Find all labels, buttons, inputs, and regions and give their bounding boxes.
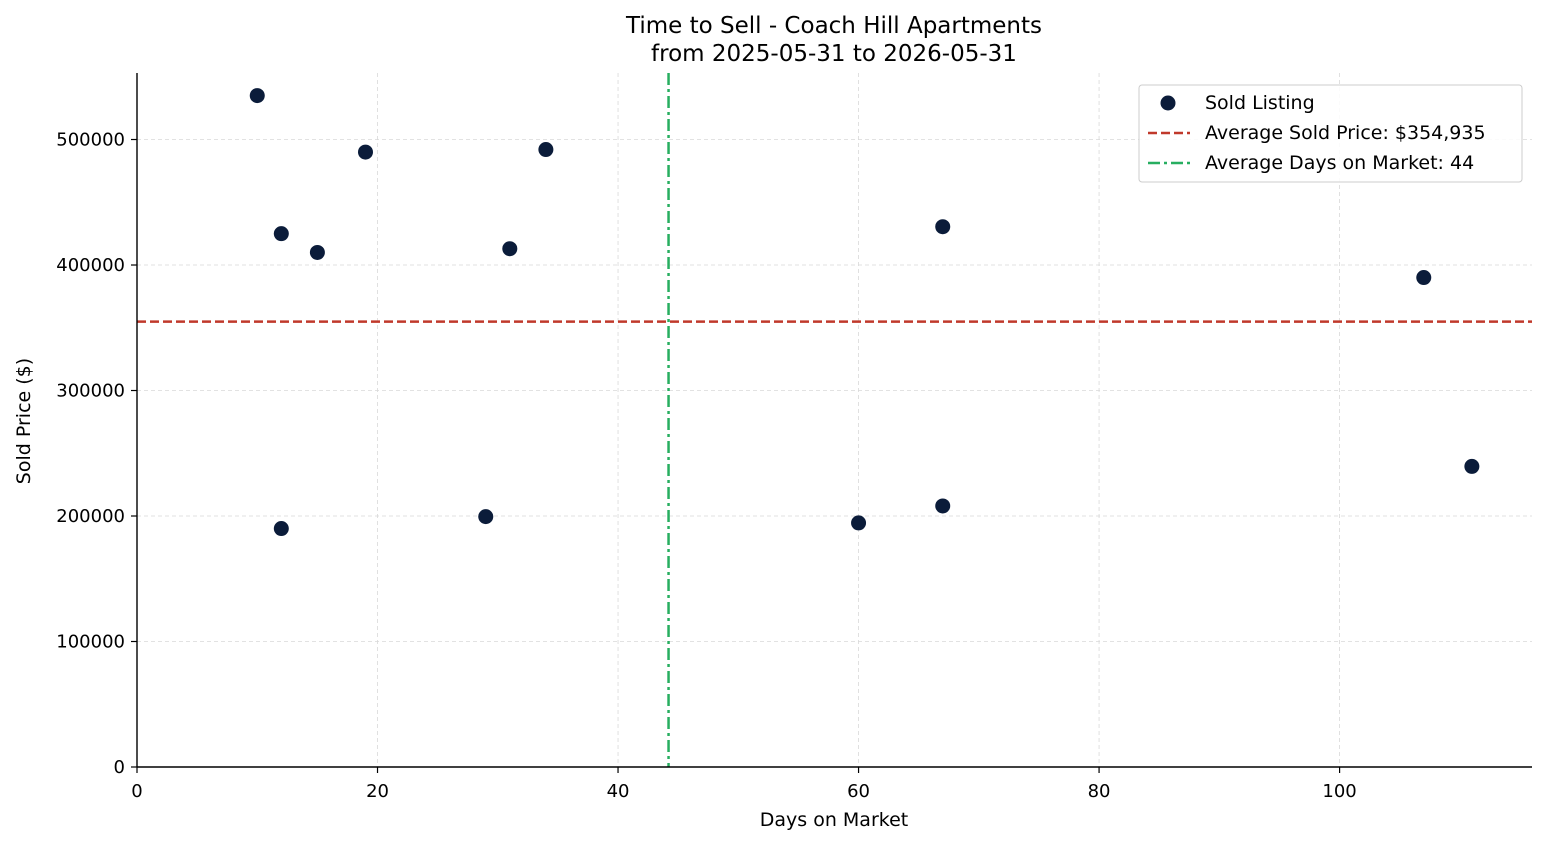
legend-label-avg-days: Average Days on Market: 44: [1205, 152, 1474, 174]
legend-marker-sold-listing: [1160, 95, 1176, 111]
scatter-point: [249, 88, 265, 104]
scatter-point: [935, 219, 951, 235]
scatter-point: [851, 515, 867, 531]
x-tick-label: 20: [366, 781, 389, 802]
axes: [136, 73, 1532, 768]
scatter-point: [538, 142, 554, 158]
x-tick-label: 100: [1322, 781, 1356, 802]
reference-lines: [137, 73, 1532, 767]
legend-box: [1138, 84, 1523, 183]
scatter-point: [273, 521, 289, 537]
scatter-point: [357, 144, 373, 160]
scatter-point: [478, 509, 494, 525]
legend-label-sold-listing: Sold Listing: [1205, 92, 1315, 114]
x-axis-label: Days on Market: [760, 809, 908, 831]
x-axis-ticks: 0 20 40 60 80 100: [131, 767, 1357, 802]
scatter-point: [1464, 458, 1480, 474]
scatter-point: [273, 226, 289, 242]
y-tick-label: 500000: [56, 130, 125, 151]
chart-title: Time to Sell - Coach Hill Apartments: [625, 13, 1042, 39]
y-axis-label: Sold Price ($): [13, 358, 35, 484]
data-points: [249, 88, 1480, 537]
y-tick-label: 200000: [56, 506, 125, 527]
y-tick-label: 300000: [56, 381, 125, 402]
scatter-point: [1416, 270, 1432, 286]
x-tick-label: 60: [847, 781, 870, 802]
x-tick-label: 0: [131, 781, 142, 802]
y-tick-label: 400000: [56, 255, 125, 276]
scatter-point: [309, 244, 325, 260]
x-tick-label: 80: [1088, 781, 1111, 802]
scatter-point: [502, 241, 518, 257]
y-tick-label: 0: [114, 757, 125, 778]
x-tick-label: 40: [607, 781, 630, 802]
chart-subtitle: from 2025-05-31 to 2026-05-31: [651, 41, 1017, 67]
y-axis-ticks: 0 100000 200000 300000 400000 500000: [56, 130, 137, 778]
y-tick-label: 100000: [56, 632, 125, 653]
scatter-point: [935, 498, 951, 514]
legend: Sold Listing Average Sold Price: $354,93…: [1138, 84, 1523, 183]
legend-label-avg-price: Average Sold Price: $354,935: [1205, 122, 1486, 144]
